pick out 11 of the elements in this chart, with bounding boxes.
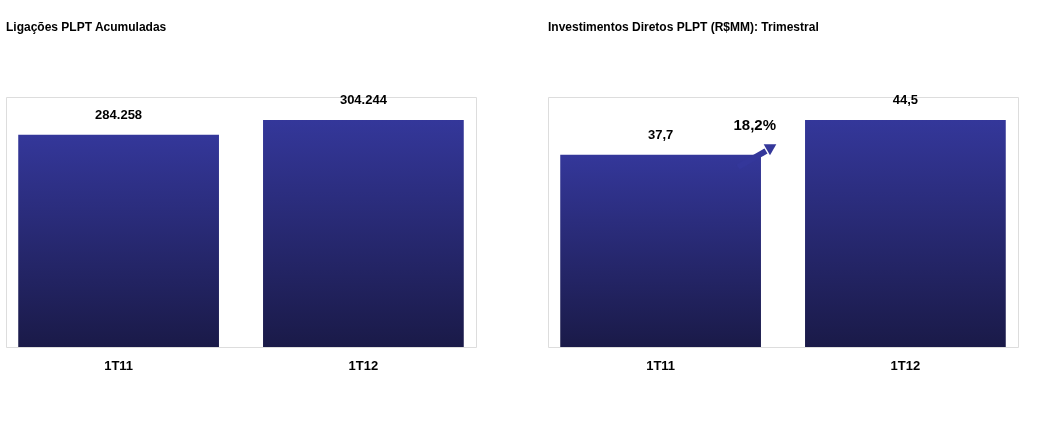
data-label: 284.258 xyxy=(95,106,143,122)
data-label: 304.244 xyxy=(339,91,388,107)
chart-title: Ligações PLPT Acumuladas xyxy=(6,19,167,34)
annotation: 18,2% xyxy=(733,116,776,133)
chart-title: Investimentos Diretos PLPT (R$MM): Trimestral xyxy=(548,19,819,34)
x-tick-label: 1T11 xyxy=(646,357,676,373)
x-tick-label: 1T12 xyxy=(890,357,921,373)
x-tick-label: 1T12 xyxy=(348,357,379,373)
data-label: 44,5 xyxy=(892,91,919,107)
data-label: 37,7 xyxy=(647,126,674,142)
x-tick-label: 1T11 xyxy=(104,357,134,373)
